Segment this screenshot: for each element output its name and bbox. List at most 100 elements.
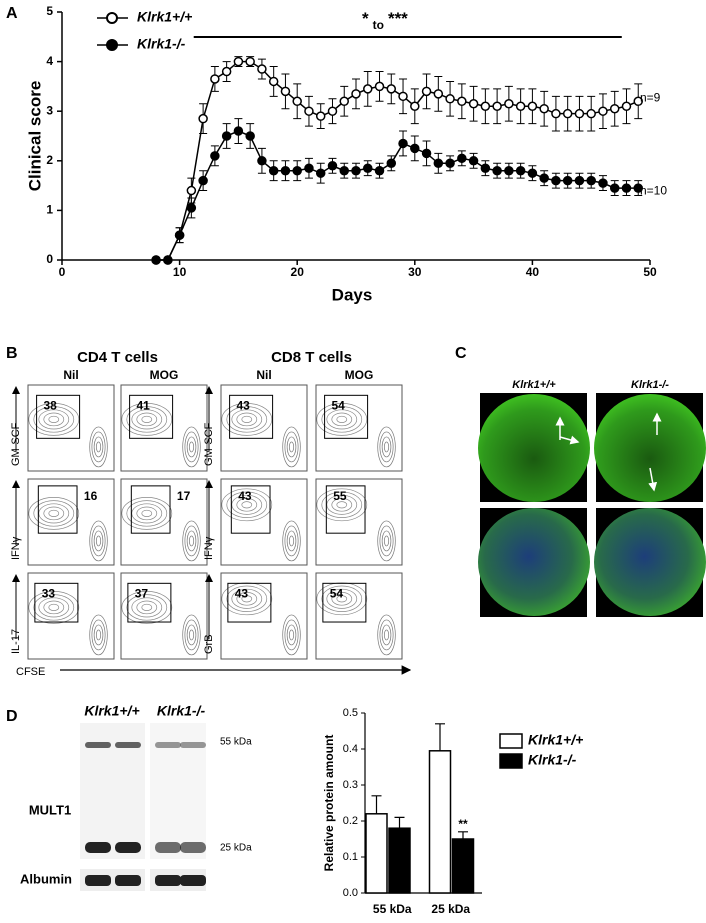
contour [316,403,368,436]
gate-percentage: 54 [330,586,344,600]
contour [184,525,199,557]
data-point [257,64,267,74]
contour [326,409,358,430]
error-bar [394,816,405,829]
contour [284,525,299,557]
contour [331,592,353,606]
data-point [315,168,326,178]
significance-text: to [373,18,384,32]
band [155,842,181,853]
y-tick-label: 0.3 [343,779,358,791]
column-label: MOG [345,368,374,382]
contour [28,497,80,530]
data-point [621,183,632,193]
data-point [363,163,373,173]
contour [286,624,297,646]
row-label: GM-SCF [203,422,215,466]
gate [127,582,172,623]
data-point [363,84,373,94]
x-tick-label: 20 [291,265,305,279]
column-label: Klrk1+/+ [84,703,139,719]
contour [284,431,299,463]
contour [383,629,390,641]
data-point [268,76,279,87]
contour [28,403,80,436]
data-point [527,168,538,178]
contour [89,426,108,468]
data-point [292,165,302,176]
contour [184,431,199,463]
contour [126,406,168,433]
column-label: Klrk1-/- [631,379,669,391]
data-point [539,103,549,114]
significance-label: * to *** [362,9,408,32]
x-tick-label: 30 [408,265,422,279]
contour [136,600,158,615]
contour [383,441,390,453]
contour [121,403,173,436]
contour [95,629,102,641]
y-tick-label: 2 [46,153,53,167]
error-bar [435,723,445,751]
contour [381,436,392,458]
data-point [410,101,420,111]
data-point [245,131,255,141]
band [115,742,141,748]
row-label: MULT1 [29,802,71,817]
data-point [504,99,514,109]
contour [288,535,295,547]
data-point [351,89,361,99]
group-title: CD8 T cells [271,349,352,366]
y-axis-label: Relative protein amount [322,735,336,872]
data-point [562,175,573,186]
contour [379,619,394,651]
band [180,875,206,886]
contour [282,614,301,656]
row-label: IFNγ [10,536,22,560]
contour [188,441,195,453]
data-point [327,106,338,116]
contour [288,441,295,453]
gate-percentage: 54 [331,398,345,412]
contour [43,506,65,521]
band [155,742,181,748]
flow-x-label: CFSE [16,666,45,678]
panel-label: B [6,345,18,362]
gate [325,485,366,534]
bar [388,827,411,894]
contour [321,406,363,433]
contour [48,509,60,517]
y-tick-label: 5 [46,4,53,18]
data-point [598,178,608,188]
contour [121,497,173,530]
contour [48,603,60,611]
tissue [594,394,706,502]
contour [336,595,348,603]
data-point [221,66,232,77]
column-label: Nil [63,368,78,382]
contour [226,491,268,518]
contour [236,498,258,512]
contour [141,509,153,517]
gate-percentage: 38 [43,398,57,412]
data-point [562,108,573,119]
group-title: CD4 T cells [77,349,158,366]
contour [316,582,368,616]
contour [126,500,168,527]
n-label: n=9 [640,90,661,104]
significance-text: *** [388,9,408,28]
contour [93,530,104,552]
data-point [210,74,220,84]
y-axis-label: Clinical score [25,81,44,192]
y-tick-label: 0.4 [343,743,358,755]
data-point [609,183,620,193]
tissue [478,394,590,502]
contour [33,594,75,621]
column-label: Nil [256,368,271,382]
band [180,842,206,853]
data-point [457,153,467,164]
arrow [648,467,658,492]
contour [182,520,201,562]
row-label: IL-17 [10,629,22,654]
